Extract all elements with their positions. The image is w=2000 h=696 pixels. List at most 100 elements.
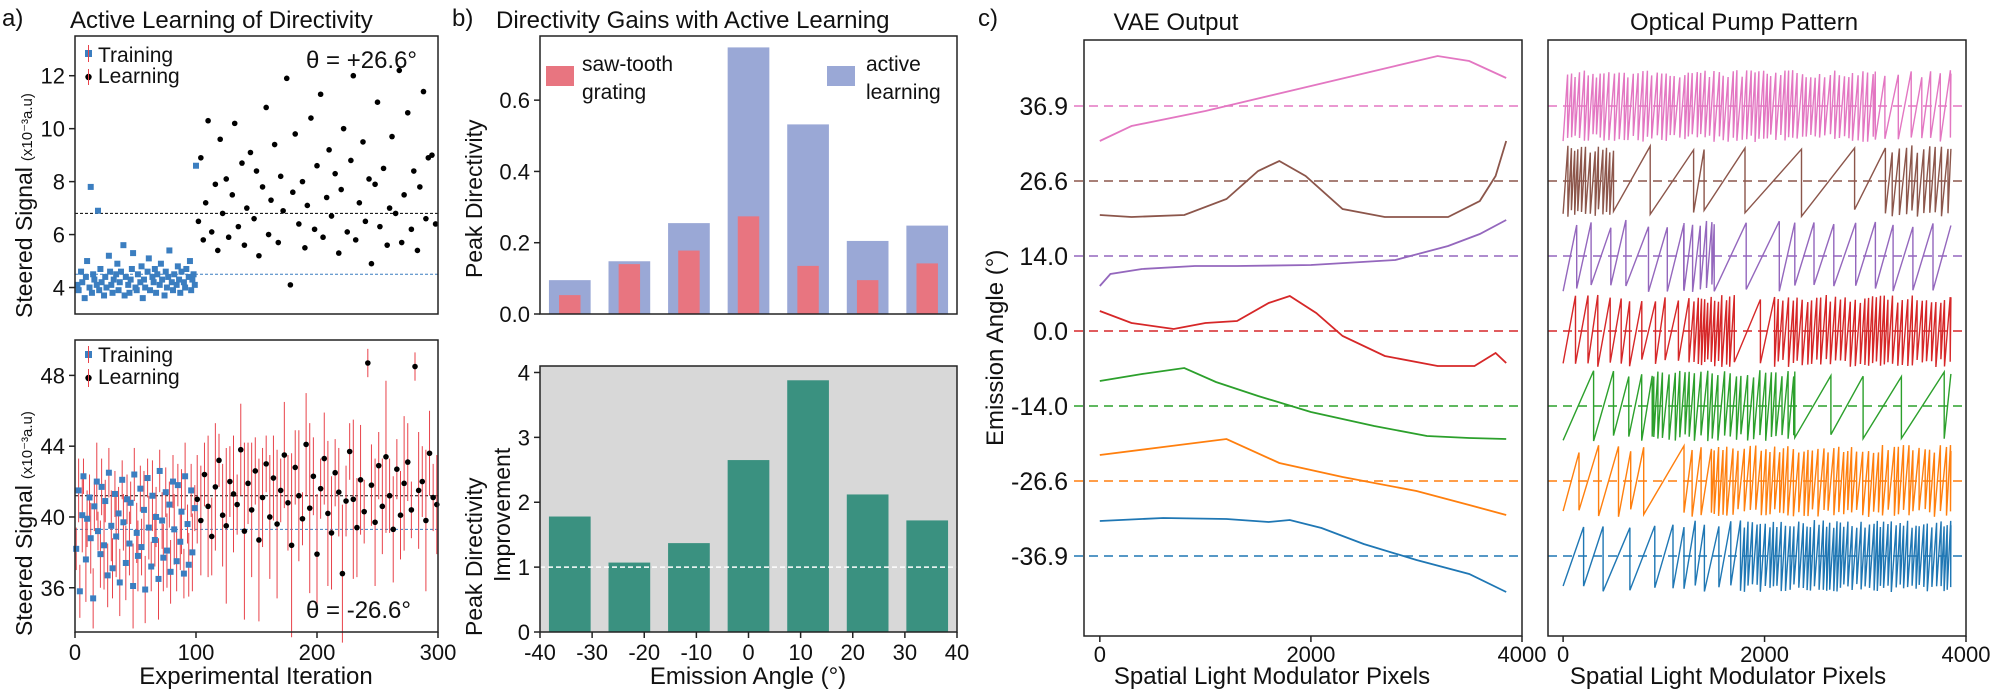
a-top-learning-point bbox=[372, 181, 378, 188]
a-top-learning-point bbox=[408, 226, 415, 233]
a-bot-training-point bbox=[144, 475, 151, 482]
a-top-learning-point bbox=[296, 221, 302, 227]
a-top-training-point bbox=[168, 279, 175, 286]
a-top-training-point bbox=[193, 162, 199, 169]
a-bot-training-point bbox=[173, 558, 180, 565]
panel-b-bottom: 0 1 2 3 4 -40 -30 -20 -10 0 10 20 30 40 Peak Directi… bbox=[461, 360, 969, 690]
b-top-bar-sawtooth bbox=[737, 216, 760, 314]
a-bot-annotation: θ = -26.6° bbox=[306, 597, 411, 624]
a-top-training-point bbox=[138, 263, 145, 270]
a-top-learning-point bbox=[283, 75, 290, 82]
a-bot-learning-point bbox=[430, 494, 436, 501]
a-top-training-point bbox=[96, 287, 103, 294]
a-bot-training-point bbox=[79, 512, 86, 519]
a-top-legend-learning-label: Learning bbox=[98, 65, 180, 88]
b-top-bar-sawtooth bbox=[678, 250, 700, 314]
a-top-learning-point bbox=[377, 223, 383, 230]
panel-a-title: Active Learning of Directivity bbox=[70, 7, 373, 34]
c-right-xtick-label: 2000 bbox=[1740, 642, 1789, 667]
a-bot-training-point bbox=[163, 547, 170, 554]
a-top-training-point bbox=[173, 281, 180, 288]
a-top-points bbox=[74, 67, 439, 302]
b-bot-ylabel-1: Peak Directivity bbox=[461, 477, 487, 636]
a-top-ytick-label: 4 bbox=[53, 276, 65, 301]
a-top-training-point bbox=[84, 258, 91, 265]
a-bot-training-point bbox=[174, 482, 181, 489]
c-left-xticks: 0 2000 4000 bbox=[1094, 636, 1546, 667]
c-left-angle-labels: 36.9 26.6 14.0 0.0 -14.0 -26.6 -36.9 bbox=[1011, 93, 1068, 571]
a-top-training-point bbox=[82, 273, 89, 280]
a-top-learning-point bbox=[235, 223, 242, 230]
a-top-training-point bbox=[165, 273, 172, 280]
a-bot-training-point bbox=[108, 522, 115, 529]
a-top-training-point bbox=[120, 242, 127, 249]
a-bot-learning-point bbox=[198, 517, 204, 524]
a-top-learning-point bbox=[268, 197, 274, 203]
a-bot-learning-point bbox=[263, 461, 269, 467]
a-top-learning-point bbox=[380, 165, 387, 172]
b-top-ytick-label: 0.6 bbox=[499, 88, 530, 113]
a-bot-learning-point bbox=[357, 477, 364, 483]
a-bot-training-point bbox=[127, 499, 134, 506]
a-top-training-point bbox=[94, 207, 101, 214]
a-bot-training-point bbox=[109, 565, 116, 572]
a-top-learning-point bbox=[417, 184, 423, 190]
a-bot-learning-point bbox=[270, 475, 277, 481]
a-top-training-point bbox=[154, 271, 161, 278]
a-bot-learning-point bbox=[354, 524, 360, 531]
b-bot-xtick-label: -10 bbox=[680, 640, 712, 665]
a-top-learning-point bbox=[275, 239, 282, 246]
a-bot-training-point bbox=[94, 528, 101, 535]
a-bot-training-point bbox=[86, 494, 93, 501]
a-top-learning-point bbox=[326, 147, 332, 153]
a-top-training-point bbox=[86, 284, 93, 291]
a-top-learning-point bbox=[241, 242, 248, 248]
a-top-reference-lines bbox=[75, 212, 438, 275]
a-bot-learning-point bbox=[317, 485, 324, 492]
a-top-learning-point bbox=[414, 247, 421, 254]
panel-c-right-title: Optical Pump Pattern bbox=[1630, 9, 1858, 36]
panel-a-bottom: 36 40 44 48 0 100 200 300 θ = -26.6° Experimen… bbox=[41, 339, 456, 690]
a-bot-training-point bbox=[188, 487, 195, 494]
a-top-learning-point bbox=[256, 252, 262, 259]
a-top-training-point bbox=[126, 289, 133, 296]
a-bot-learning-point bbox=[321, 455, 328, 462]
a-bot-training-point bbox=[145, 524, 152, 531]
panel-b-title: Directivity Gains with Active Learning bbox=[496, 7, 890, 34]
a-bot-learning-point bbox=[386, 492, 393, 499]
a-top-training-point bbox=[103, 284, 110, 291]
c-right-curve-0.0 bbox=[1562, 294, 1952, 368]
a-top-training-point bbox=[178, 268, 185, 275]
a-bot-training-point bbox=[115, 510, 122, 517]
a-top-learning-point bbox=[219, 210, 226, 217]
a-top-learning-point bbox=[389, 133, 395, 140]
b-top-legend-sawtooth-swatch bbox=[546, 66, 574, 86]
a-top-training-point bbox=[105, 252, 112, 259]
a-bot-training-point bbox=[149, 492, 156, 499]
a-top-training-point bbox=[113, 271, 120, 278]
a-top-learning-point bbox=[212, 181, 219, 188]
a-top-learning-point bbox=[356, 200, 363, 206]
panel-c-left-title: VAE Output bbox=[1114, 9, 1239, 36]
a-top-training-point bbox=[87, 183, 94, 190]
a-bot-ylabel-text: Steered Signal bbox=[11, 485, 37, 636]
a-bot-training-point bbox=[191, 505, 198, 512]
b-bot-bars bbox=[548, 380, 949, 632]
a-top-training-point bbox=[182, 284, 189, 291]
panel-c-right: Optical Pump Pattern 0 2000 4000 Spatial L… bbox=[1547, 9, 1990, 690]
a-top-training-point bbox=[75, 287, 82, 294]
a-bot-learning-point bbox=[335, 489, 342, 495]
c-left-curve-0.0 bbox=[1099, 295, 1507, 367]
a-bot-ylabel: Steered Signal (x10⁻³a.u) bbox=[11, 411, 37, 636]
b-top-legend: saw-tooth grating active learning bbox=[546, 53, 941, 104]
a-top-training-point bbox=[121, 292, 128, 299]
b-bot-ytick-label: 3 bbox=[518, 425, 530, 450]
c-left-angle-label: -26.6 bbox=[1011, 468, 1068, 496]
a-bot-xtick-label: 200 bbox=[299, 640, 336, 665]
b-bot-xlabel: Emission Angle (°) bbox=[650, 663, 846, 690]
a-top-learning-point bbox=[352, 237, 359, 243]
a-top-training-point bbox=[137, 279, 144, 286]
a-bot-learning-point bbox=[248, 507, 255, 513]
c-right-xtick-label: 0 bbox=[1557, 642, 1569, 667]
a-bot-learning-point bbox=[350, 496, 357, 503]
